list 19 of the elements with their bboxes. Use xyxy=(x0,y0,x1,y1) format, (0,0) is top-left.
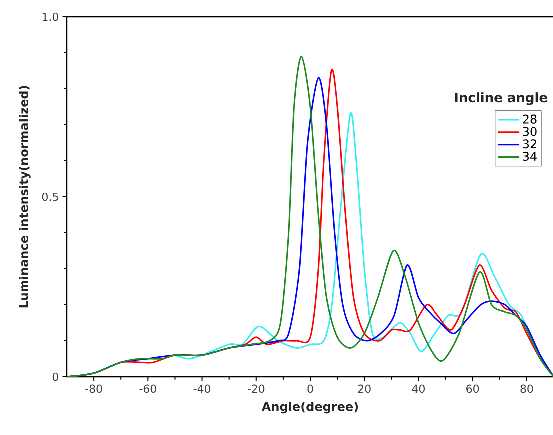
legend-label: 30 xyxy=(523,127,537,136)
y-tick-label: 1.0 xyxy=(42,12,58,22)
x-tick-label: 0 xyxy=(308,384,314,394)
legend-label: 34 xyxy=(523,152,537,162)
x-tick-label: -20 xyxy=(248,384,265,394)
x-tick-label: 40 xyxy=(412,384,425,394)
y-tick-label: 0.5 xyxy=(42,192,58,202)
x-tick-label: -80 xyxy=(86,384,102,394)
x-tick-label: 60 xyxy=(466,384,480,394)
y-tick-label: 0 xyxy=(52,372,58,382)
legend-label: 28 xyxy=(523,114,537,124)
x-tick-label: -60 xyxy=(140,384,156,394)
y-axis-title: Luminance intensity(normalized) xyxy=(19,86,31,308)
legend-title: Incline angle xyxy=(455,92,548,106)
x-tick-label: 80 xyxy=(520,384,534,394)
x-axis-title: Angle(degree) xyxy=(262,402,358,414)
x-tick-label: 20 xyxy=(358,384,371,394)
x-tick-label: -40 xyxy=(194,384,211,394)
legend-label: 32 xyxy=(523,140,536,149)
